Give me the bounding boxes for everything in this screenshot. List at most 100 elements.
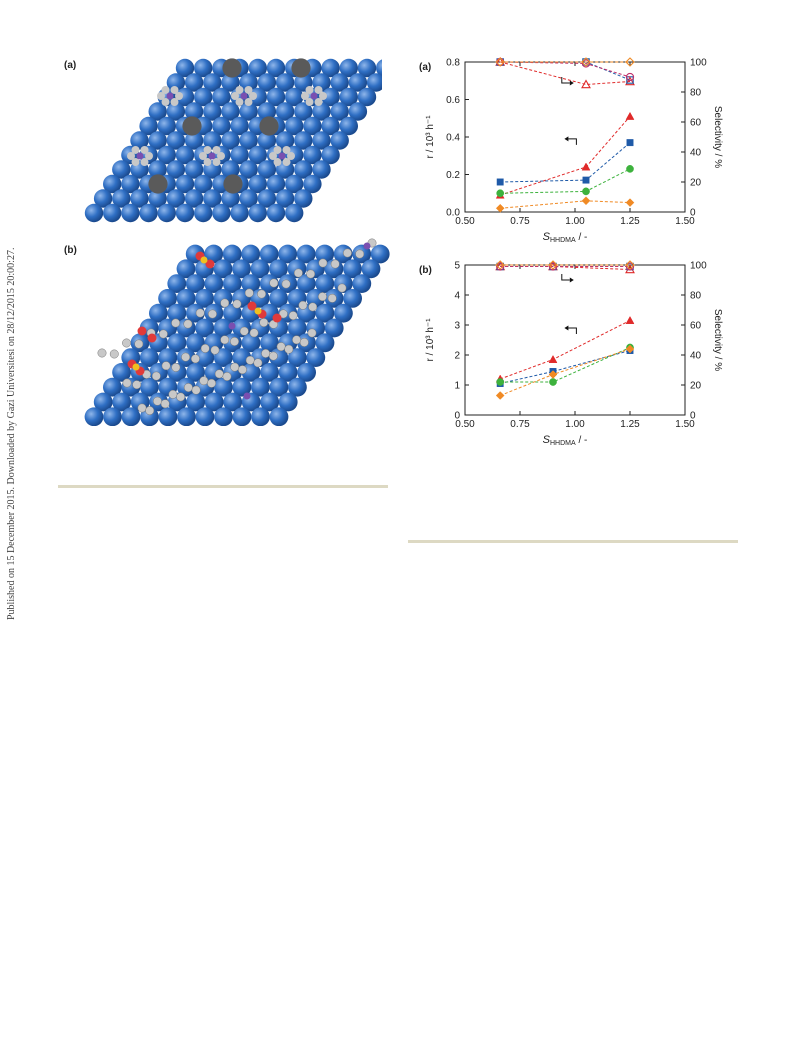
chain-atom <box>153 396 162 406</box>
adsorbate-atom <box>314 98 323 107</box>
y-tick-label: 3 <box>454 321 460 332</box>
chain-atom <box>253 358 263 368</box>
chain-atom <box>137 403 147 413</box>
y2-tick-label: 80 <box>690 88 702 99</box>
right-axis-arrow-icon <box>561 274 574 283</box>
data-point-diamond <box>625 260 635 270</box>
surface-atom <box>266 203 286 223</box>
surface-atom <box>112 189 131 208</box>
lattice-panel-b-label: (b) <box>64 245 77 256</box>
surface-atom <box>84 407 104 426</box>
surface-atom <box>214 377 233 397</box>
y2-tick-label: 40 <box>690 351 702 362</box>
surface-atom <box>315 274 335 293</box>
chain-atom <box>355 249 365 259</box>
surface-atom <box>175 58 195 78</box>
surface-atom <box>269 259 288 279</box>
dark-site-atom <box>148 174 168 194</box>
nitrogen-atom <box>166 92 174 100</box>
surface-atom <box>175 145 195 165</box>
surface-atom <box>221 73 240 92</box>
y2-tick-label: 100 <box>690 261 707 272</box>
chain-atom <box>134 339 144 349</box>
surface-atom <box>315 303 335 323</box>
adsorbate-atom <box>145 152 153 160</box>
chain-atom <box>337 283 347 293</box>
surface-atom <box>186 392 206 412</box>
dark-site-atom <box>222 58 242 78</box>
chain-atom <box>230 362 240 372</box>
surface-atom <box>275 131 295 150</box>
oxygen-atom <box>147 333 157 343</box>
y2-tick-label: 0 <box>690 411 696 422</box>
surface-atom <box>269 289 288 308</box>
chain-atom <box>249 328 259 338</box>
adsorbate-atom <box>231 92 239 100</box>
surface-atom <box>204 274 224 293</box>
chain-atom <box>208 309 217 319</box>
surface-atom <box>288 377 307 397</box>
data-point-diamond <box>495 260 505 270</box>
adsorbate-atom <box>235 85 244 94</box>
y2-tick-label: 60 <box>690 321 702 332</box>
data-point-square <box>496 178 504 186</box>
chain-atom <box>145 406 155 416</box>
chain-atom <box>160 399 170 409</box>
chain-atom <box>244 288 254 298</box>
chain-atom <box>327 293 337 303</box>
dark-site-atom <box>291 58 311 78</box>
surface-atom <box>148 131 167 150</box>
surface-atom <box>213 318 233 338</box>
data-point-square <box>626 139 634 147</box>
nitrogen-atom <box>228 322 236 330</box>
chain-atom <box>122 378 132 388</box>
x-tick-label: 1.25 <box>620 216 640 227</box>
chain-atom <box>222 372 232 381</box>
y2-tick-label: 20 <box>690 178 702 189</box>
surface-atom <box>121 407 141 426</box>
surface-atom <box>266 87 286 107</box>
oxygen-atom <box>205 259 215 269</box>
surface-atom <box>203 189 222 208</box>
chain-atom <box>343 248 352 258</box>
oxygen-atom <box>247 301 257 311</box>
data-point-diamond <box>625 57 635 67</box>
data-point-circle <box>548 262 558 271</box>
x-tick-label: 0.75 <box>510 419 530 430</box>
chain-atom <box>97 348 107 358</box>
adsorbate-atom <box>249 92 257 100</box>
chain-atom <box>268 351 278 361</box>
surface-atom <box>257 131 277 150</box>
oxygen-atom <box>272 313 282 323</box>
chain-atom <box>214 369 224 379</box>
surface-atom <box>285 203 304 223</box>
surface-atom <box>157 116 176 136</box>
surface-atom <box>130 189 149 208</box>
surface-atom <box>339 116 358 136</box>
adsorbate-atom <box>203 158 212 167</box>
surface-atom <box>257 102 277 121</box>
surface-atom <box>223 392 243 412</box>
surface-atom <box>370 244 390 264</box>
surface-atom <box>139 116 158 136</box>
chain-atom <box>168 389 178 399</box>
surface-atom <box>93 392 113 412</box>
adsorbate-atom <box>170 85 179 94</box>
y2-axis-label: Selectivity / % <box>712 309 723 371</box>
surface-atom <box>296 244 316 264</box>
chain-atom <box>181 352 191 362</box>
data-point-diamond <box>495 203 505 213</box>
surface-atom <box>230 203 249 223</box>
surface-atom <box>321 87 340 107</box>
data-point-diamond <box>495 391 505 400</box>
y-axis-label: r / 10³ h⁻¹ <box>425 115 436 159</box>
surface-atom <box>269 377 289 397</box>
surface-atom <box>278 363 298 382</box>
surface-atom <box>330 131 349 150</box>
y-tick-label: 2 <box>454 351 460 362</box>
surface-atom <box>158 348 178 367</box>
publication-note: Published on 15 December 2015. Downloade… <box>6 247 17 620</box>
surface-atom <box>103 174 122 194</box>
chain-atom <box>298 300 308 310</box>
surface-atom <box>339 87 358 107</box>
